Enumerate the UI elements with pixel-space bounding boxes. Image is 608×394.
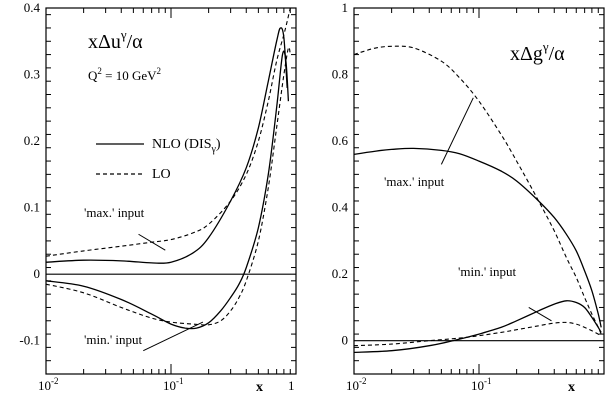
y-tick-label: 0.2: [24, 133, 40, 148]
axis-ticks: [353, 8, 604, 375]
axis-ticks: [45, 8, 296, 375]
series-group: [45, 7, 291, 330]
x-tick-label: 10-1: [471, 376, 492, 393]
y-tick-label: 0.4: [332, 200, 349, 215]
y-tick-label: 0: [342, 333, 349, 348]
panel-xdelta-u: -0.1 0 0.1 0.2 0.3 0.4 10-2 10-1 1 xΔuγ/α Q2 = 1…: [19, 0, 297, 394]
legend-label-nlo: NLO (DISγ): [152, 137, 221, 155]
series-line-1: [353, 45, 602, 335]
annotation-max-input: 'max.' input: [384, 174, 445, 189]
q2-label: Q2 = 10 GeV2: [88, 66, 161, 83]
legend: NLO (DISγ) LO: [96, 137, 221, 182]
y-tick-label: 0.2: [332, 266, 348, 281]
annotation-pointers: [440, 97, 552, 322]
series-line-0: [353, 147, 602, 328]
y-tick-label: 0.3: [24, 67, 40, 82]
tick-labels: -0.1 0 0.1 0.2 0.3 0.4 10-2 10-1 1: [19, 0, 294, 393]
series-line-1: [45, 7, 291, 257]
series-line-3: [45, 46, 291, 326]
annotation-min-input: 'min.' input: [458, 264, 517, 279]
tick-labels: 0 0.2 0.4 0.6 0.8 1 10-2 10-1: [332, 0, 492, 393]
chart-title: xΔuγ/α: [88, 27, 143, 53]
y-tick-label: 1: [342, 0, 349, 15]
series-line-3: [353, 321, 602, 347]
y-tick-label: 0.6: [332, 133, 349, 148]
annotation-min-input: 'min.' input: [84, 332, 143, 347]
annotation-pointers: [138, 233, 204, 352]
x-axis-label: x: [568, 380, 575, 394]
plot-frame: [45, 7, 297, 375]
series-line-2: [45, 50, 290, 330]
series-line-2: [353, 300, 602, 354]
annotation-pointer-1: [143, 321, 204, 352]
x-axis-label: x: [256, 380, 263, 394]
y-tick-label: -0.1: [19, 333, 40, 348]
y-tick-label: 0.4: [24, 0, 41, 15]
x-tick-label: 1: [288, 378, 295, 393]
annotation-max-input: 'max.' input: [84, 205, 145, 220]
x-tick-label: 10-2: [38, 376, 59, 393]
y-tick-label: 0.8: [332, 67, 348, 82]
x-tick-label: 10-2: [346, 376, 367, 393]
annotation-pointer-0: [138, 233, 166, 251]
annotation-pointer-1: [528, 307, 552, 322]
annotation-pointer-0: [440, 97, 474, 165]
y-tick-label: 0.1: [24, 200, 40, 215]
series-group: [353, 45, 602, 354]
y-tick-label: 0: [34, 266, 41, 281]
legend-label-lo: LO: [152, 167, 171, 182]
chart-title: xΔgγ/α: [510, 39, 565, 65]
x-tick-label: 10-1: [163, 376, 184, 393]
plot-frame: [353, 7, 605, 375]
panel-xdelta-g: 0 0.2 0.4 0.6 0.8 1 10-2 10-1 xΔgγ/α 'max.' inp…: [332, 0, 605, 394]
